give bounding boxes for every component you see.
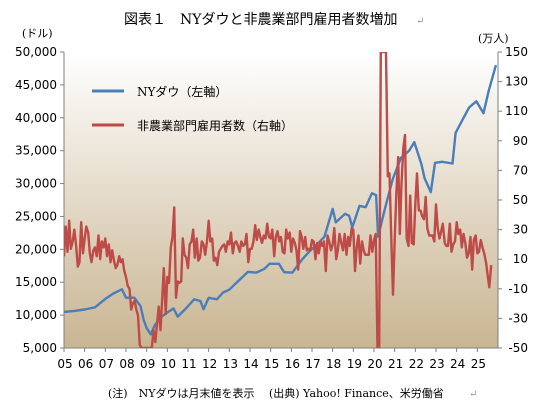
x-tick-label: 17 (305, 357, 320, 371)
x-tick-label: 23 (429, 357, 444, 371)
left-tick-label: 30,000 (15, 177, 57, 191)
x-tick-label: 19 (347, 357, 362, 371)
right-tick-label: -10 (508, 282, 528, 296)
left-tick-label: 10,000 (15, 308, 57, 322)
dow-series-line (64, 64, 498, 336)
left-tick-label: 25,000 (15, 209, 57, 223)
x-tick-label: 12 (202, 357, 217, 371)
legend-dow-label: NYダウ（左軸） (137, 84, 227, 99)
x-tick-label: 10 (161, 357, 176, 371)
left-tick-label: 45,000 (15, 78, 57, 92)
footnote: (注) NYダウは月末値を表示 (出典) Yahoo! Finance、米労働省 (108, 386, 444, 400)
x-tick-label: 25 (471, 357, 486, 371)
left-axis-unit: (ドル) (22, 27, 53, 40)
footnote-edit-mark: ↵ (469, 389, 477, 400)
x-tick-label: 18 (326, 357, 341, 371)
right-tick-label: 90 (513, 134, 528, 148)
x-axis-ticks: 05 06 07 08 09 10 11 12 13 14 15 16 17 18 19 20 21 22 23 24… (57, 348, 486, 371)
left-tick-label: 50,000 (15, 45, 57, 59)
x-tick-label: 11 (181, 357, 196, 371)
x-tick-label: 16 (285, 357, 300, 371)
left-tick-label: 35,000 (15, 144, 57, 158)
right-tick-label: -30 (508, 311, 528, 325)
x-tick-label: 15 (264, 357, 279, 371)
x-tick-label: 14 (243, 357, 258, 371)
right-tick-label: 50 (513, 193, 528, 207)
x-tick-label: 08 (119, 357, 134, 371)
right-tick-label: 30 (513, 223, 528, 237)
plot-area (64, 52, 498, 348)
right-axis-unit: (万人) (478, 32, 509, 45)
right-tick-label: -50 (508, 341, 528, 355)
x-tick-label: 20 (367, 357, 382, 371)
right-tick-label: 70 (513, 163, 528, 177)
right-tick-label: 130 (505, 75, 528, 89)
x-tick-label: 09 (140, 357, 155, 371)
x-tick-label: 13 (223, 357, 238, 371)
x-tick-label: 07 (99, 357, 114, 371)
payroll-series-line (64, 52, 493, 348)
left-tick-label: 5,000 (23, 341, 57, 355)
left-tick-label: 15,000 (15, 275, 57, 289)
left-tick-label: 20,000 (15, 242, 57, 256)
right-tick-label: 150 (505, 45, 528, 59)
x-tick-label: 22 (409, 357, 424, 371)
chart-title: 図表１ NYダウと非農業部門雇用者数増加 (124, 11, 398, 28)
series-layer (64, 52, 498, 348)
right-axis-ticks: -50 -30 -10 10 30 50 70 90 110 130 150 (498, 45, 528, 355)
right-tick-label: 10 (513, 252, 528, 266)
title-edit-mark: ↵ (416, 16, 424, 27)
left-axis-ticks: 5,000 10,000 15,000 20,000 25,000 30,000 35,00… (15, 45, 64, 355)
legend-payroll-label: 非農業部門雇用者数（右軸） (137, 118, 293, 133)
right-tick-label: 110 (505, 104, 528, 118)
x-tick-label: 05 (57, 357, 72, 371)
legend: NYダウ（左軸） 非農業部門雇用者数（右軸） (92, 84, 293, 133)
x-tick-label: 24 (450, 357, 465, 371)
left-tick-label: 40,000 (15, 111, 57, 125)
x-tick-label: 06 (78, 357, 93, 371)
x-tick-label: 21 (388, 357, 403, 371)
